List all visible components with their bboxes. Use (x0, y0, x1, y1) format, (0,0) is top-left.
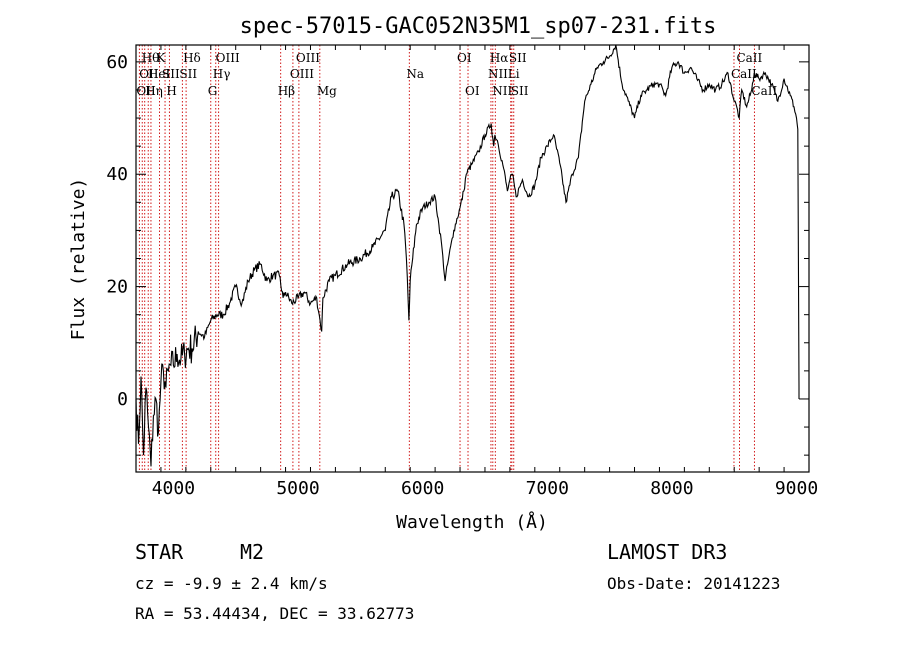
spectral-line-label: H (166, 84, 176, 98)
observation-date: Obs-Date: 20141223 (607, 574, 780, 593)
spectral-line-label: NII (492, 84, 512, 98)
spectral-line-label: G (208, 84, 218, 98)
spectral-line-label: Na (406, 67, 424, 81)
x-tick-label: 6000 (401, 478, 444, 499)
x-tick-label: 8000 (650, 478, 693, 499)
spectral-line-label: OI (457, 51, 472, 65)
x-tick-label: 9000 (775, 478, 818, 499)
spectral-line-label: SII (162, 67, 180, 81)
spectral-line-label: Mg (317, 84, 337, 98)
spectral-line-label: CaII (736, 51, 762, 65)
redshift-value: cz = -9.9 ± 2.4 km/s (135, 574, 328, 593)
survey-name: LAMOST DR3 (607, 540, 727, 564)
y-tick-label: 40 (106, 164, 128, 185)
x-tick-label: 5000 (276, 478, 319, 499)
spectral-line-label: OIII (216, 51, 240, 65)
spectral-line-label: NII (488, 67, 508, 81)
spectral-line-label: Hα (490, 51, 509, 65)
spectral-line-label: Hδ (183, 51, 201, 65)
spectral-line-label: OIII (290, 67, 314, 81)
x-tick-label: 7000 (526, 478, 569, 499)
spectral-line-label: SII (511, 84, 529, 98)
spectral-line-label: Li (508, 67, 520, 81)
y-tick-label: 60 (106, 52, 128, 73)
plot-frame (136, 45, 809, 472)
spectral-line-label: OI (465, 84, 480, 98)
y-axis-label: Flux (relative) (68, 178, 89, 341)
coordinates: RA = 53.44434, DEC = 33.62773 (135, 604, 414, 623)
spectral-line-label: CaII (751, 84, 777, 98)
line-markers (139, 45, 754, 472)
object-subclass: M2 (240, 540, 264, 564)
y-tick-label: 0 (117, 389, 128, 410)
spectrum-series-line (136, 45, 799, 466)
spectral-line-label: Hη (145, 84, 163, 98)
chart-title: spec-57015-GAC052N35M1_sp07-231.fits (240, 14, 717, 39)
spectral-line-label: CaII (731, 67, 757, 81)
x-axis-label: Wavelength (Å) (396, 511, 548, 533)
x-tick-label: 4000 (152, 478, 195, 499)
line-labels: OIIOIIHθHηHeIKSIIHSIIHδGHγOIIIHβOIIIOIII… (136, 51, 777, 98)
spectral-line-label: OIII (296, 51, 320, 65)
y-tick-label: 20 (106, 277, 128, 298)
spectral-line-label: SII (509, 51, 527, 65)
spectral-line-label: Hβ (278, 84, 295, 98)
object-class: STAR (135, 540, 183, 564)
spectral-line-label: K (157, 51, 167, 65)
spectral-line-label: SII (179, 67, 197, 81)
y-axis-ticks: 0 20 40 60 (106, 52, 809, 455)
spectral-line-label: Hγ (213, 67, 231, 81)
x-axis-ticks: 4000 5000 6000 7000 8000 9000 (136, 45, 818, 499)
